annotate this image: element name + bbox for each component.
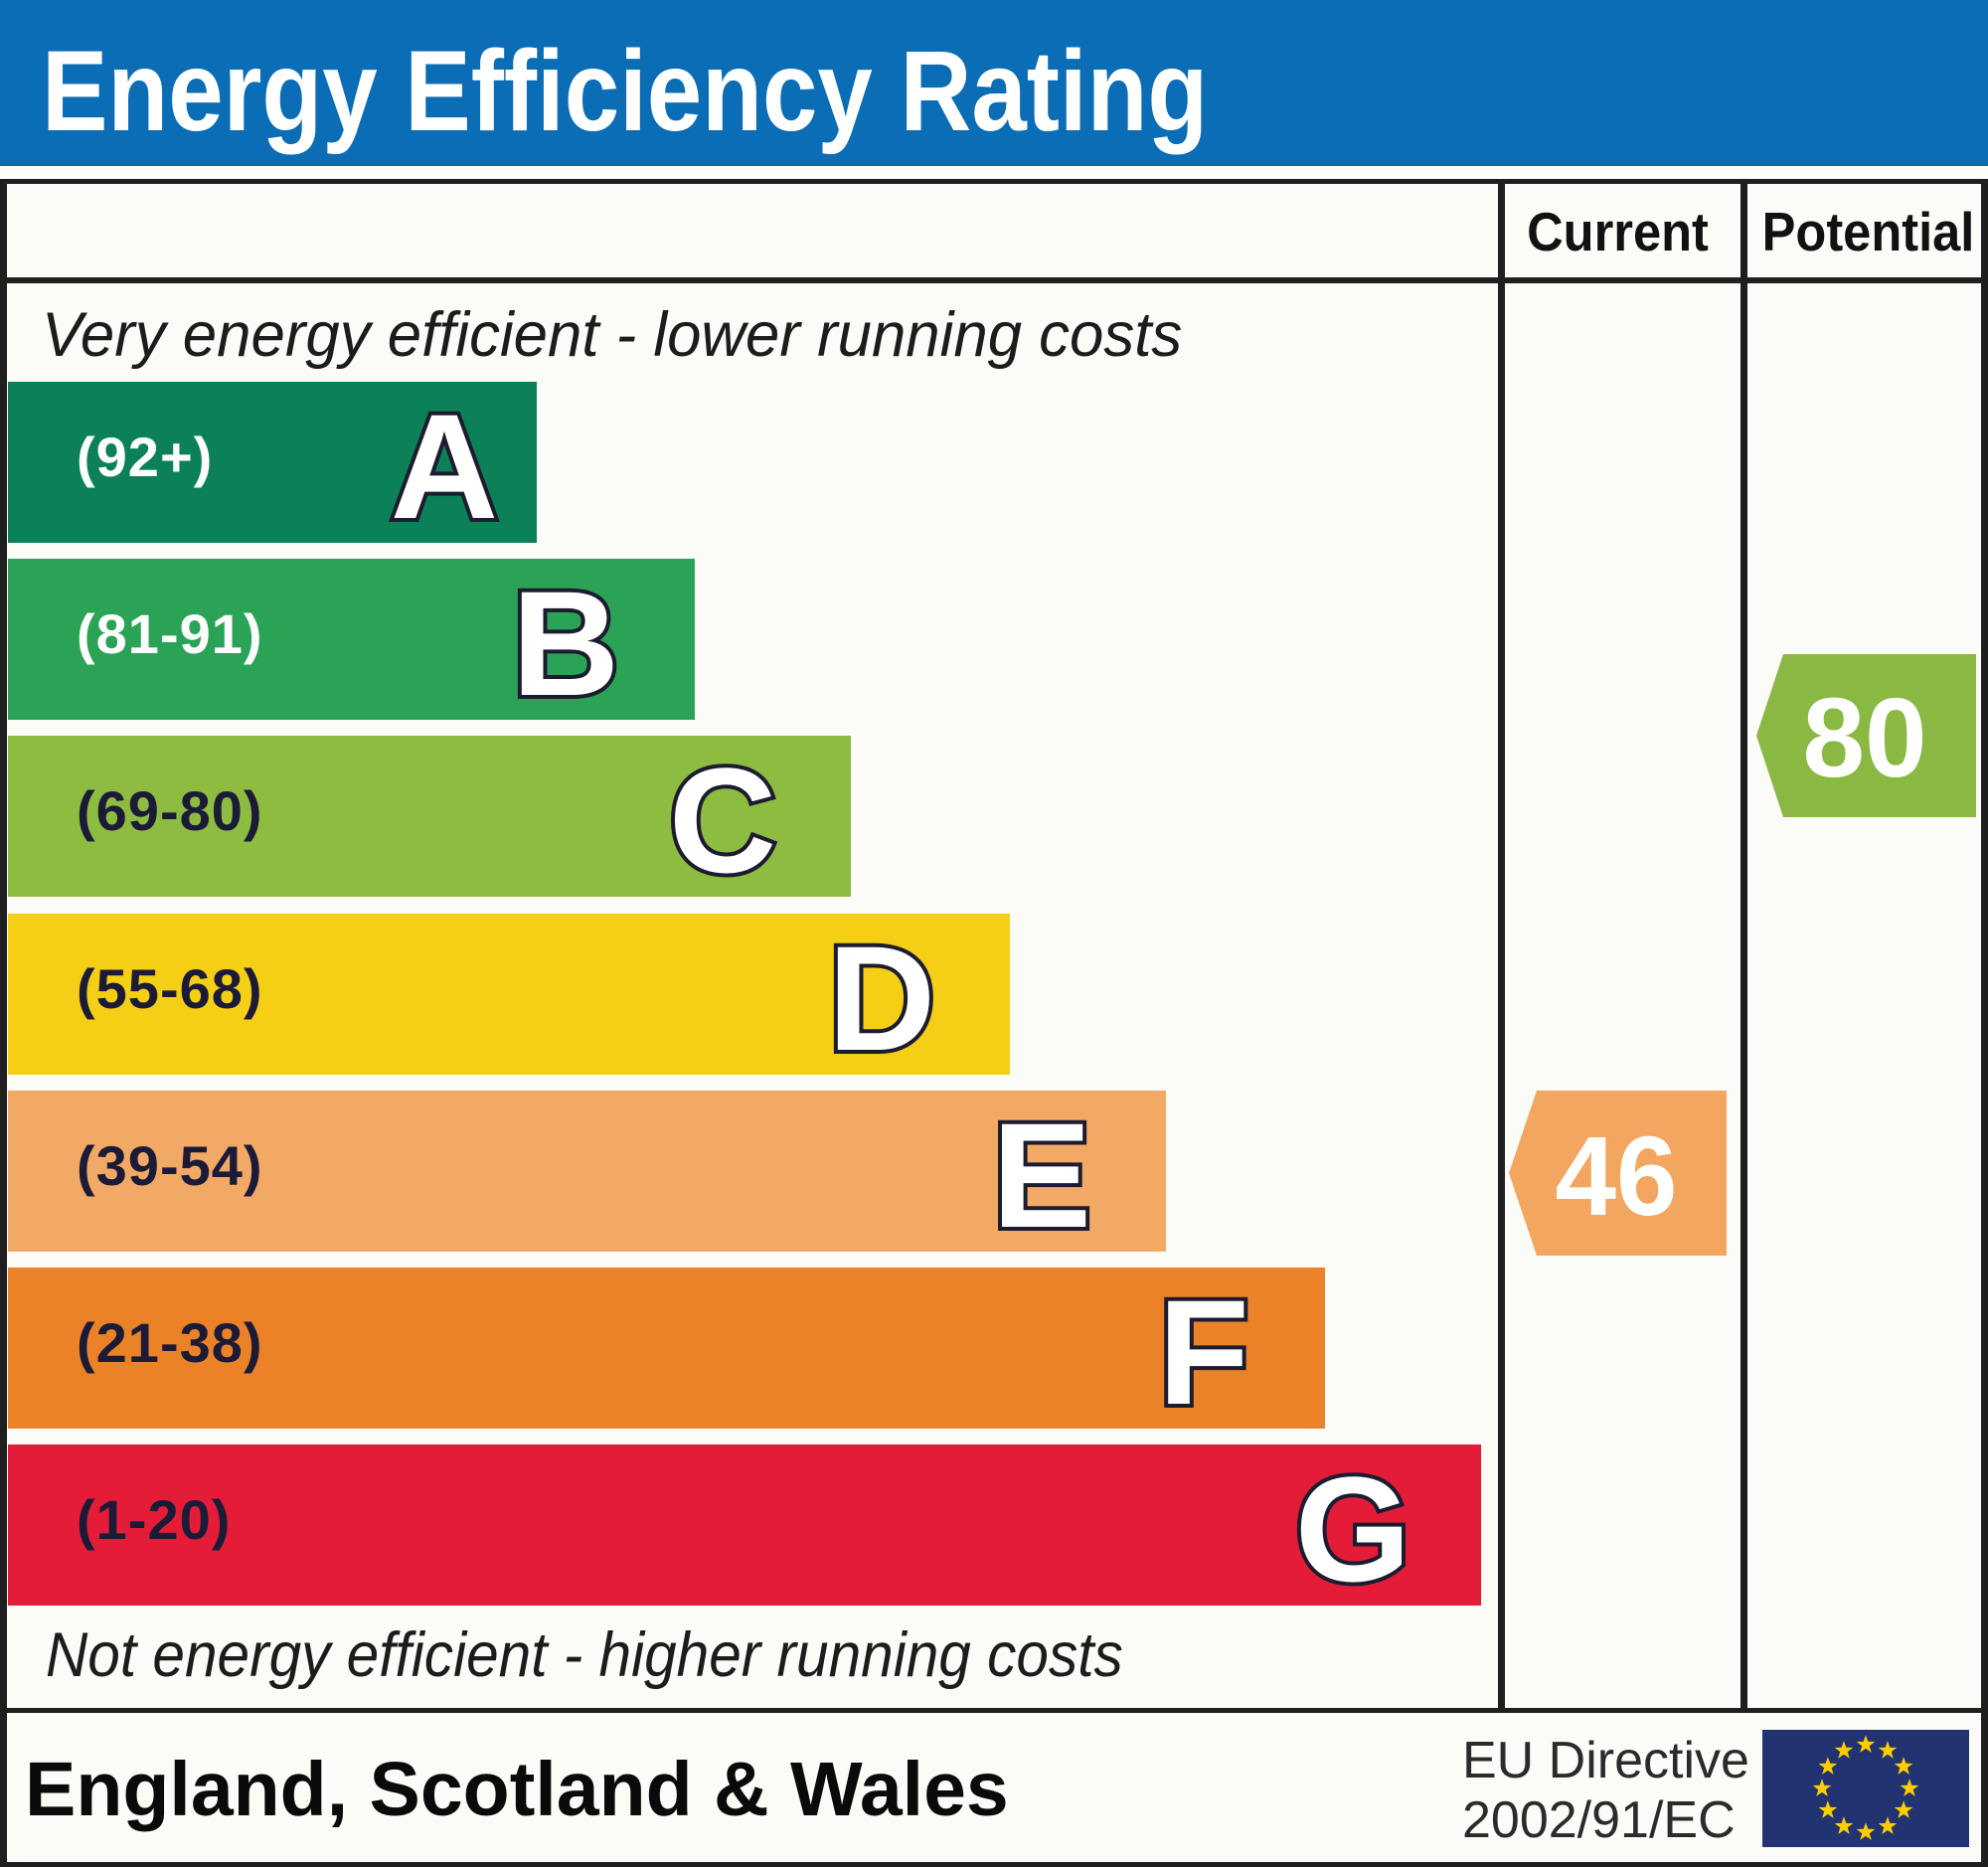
svg-text:G: G (1295, 1445, 1411, 1612)
svg-text:80: 80 (1803, 675, 1927, 800)
svg-text:F: F (1158, 1269, 1249, 1436)
svg-text:E: E (992, 1092, 1091, 1259)
svg-text:C: C (669, 737, 776, 904)
svg-text:A: A (391, 383, 498, 550)
svg-text:D: D (828, 915, 935, 1082)
svg-text:B: B (512, 560, 619, 727)
svg-text:46: 46 (1556, 1113, 1678, 1239)
